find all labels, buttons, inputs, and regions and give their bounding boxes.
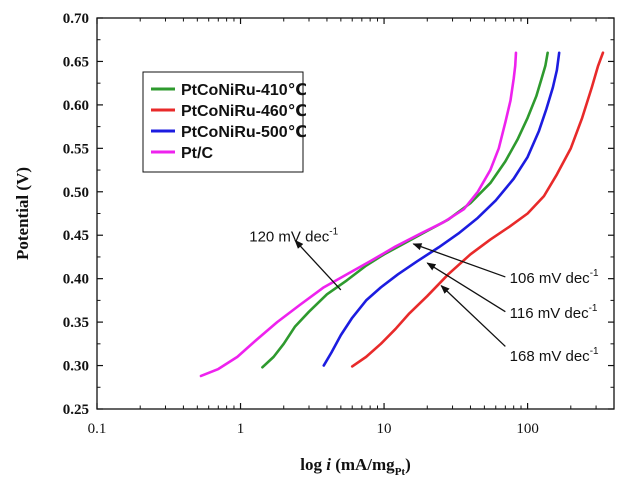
legend-label: PtCoNiRu-500℃ <box>181 124 307 141</box>
annotation-arrow <box>294 239 342 291</box>
y-axis-label: Potential (V) <box>13 167 32 260</box>
y-tick-label: 0.30 <box>63 359 89 375</box>
y-tick-label: 0.50 <box>63 185 89 201</box>
legend-label: PtCoNiRu-460℃ <box>181 103 307 120</box>
x-axis-label-prefix: log <box>300 455 326 474</box>
series-line-2 <box>350 51 605 368</box>
annotation-label-base: 168 mV dec <box>510 348 591 365</box>
legend-label: Pt/C <box>181 145 213 162</box>
x-tick-label: 0.1 <box>88 421 107 437</box>
x-axis-label-unit-sub: Pt <box>395 466 406 478</box>
series-line-4 <box>199 51 518 378</box>
annotation-arrow <box>412 243 506 278</box>
annotation-arrow <box>426 262 506 313</box>
annotation-label-sup: -1 <box>590 346 599 357</box>
annotation-label-base: 106 mV dec <box>510 270 591 287</box>
annotation-label: 106 mV dec-1 <box>510 268 599 287</box>
y-tick-label: 0.60 <box>63 98 89 114</box>
annotation-label-base: 120 mV dec <box>249 228 330 245</box>
x-axis-label-var: i <box>326 455 331 474</box>
y-tick-label: 0.25 <box>63 402 89 418</box>
annotation-arrow <box>440 284 506 347</box>
y-tick-label: 0.40 <box>63 272 89 288</box>
annotation-label-sup: -1 <box>590 268 599 279</box>
x-tick-label: 1 <box>237 421 245 437</box>
annotation-label: 116 mV dec-1 <box>510 303 598 322</box>
y-tick-label: 0.55 <box>63 141 89 157</box>
annotation-label-sup: -1 <box>329 226 338 237</box>
y-tick-label: 0.35 <box>63 315 89 331</box>
x-axis-label-unit: (mA/mg <box>331 455 395 474</box>
annotation-label-base: 116 mV dec <box>510 305 589 322</box>
x-tick-label: 10 <box>377 421 392 437</box>
y-tick-label: 0.70 <box>63 11 89 27</box>
annotation-label: 168 mV dec-1 <box>510 346 599 365</box>
annotation-label: 120 mV dec-1 <box>249 226 338 245</box>
series-line-3 <box>322 51 561 367</box>
y-tick-label: 0.45 <box>63 228 89 244</box>
x-axis-label: log i (mA/mgPt) <box>300 455 411 478</box>
legend-label: PtCoNiRu-410℃ <box>181 82 307 99</box>
y-tick-label: 0.65 <box>63 54 89 70</box>
x-axis-label-unit-close: ) <box>405 455 411 474</box>
annotation-label-sup: -1 <box>589 303 598 314</box>
x-tick-label: 100 <box>516 421 539 437</box>
